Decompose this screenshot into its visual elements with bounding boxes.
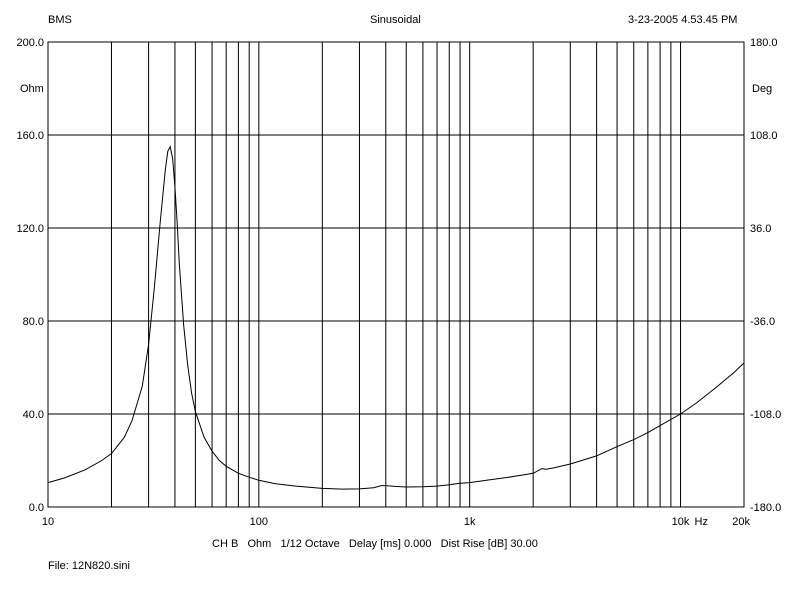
y-right-ticks: -180.0 -108.0 -36.0 36.0 108.0 180.0 xyxy=(750,37,781,514)
plot-frame xyxy=(47,41,745,508)
y-right-tick-label: -180.0 xyxy=(750,502,781,514)
y-right-unit: Deg xyxy=(752,83,772,95)
file-name: File: 12N820.sini xyxy=(48,560,130,572)
header-left: BMS xyxy=(48,14,72,26)
measurement-settings: CH B Ohm 1/12 Octave Delay [ms] 0.000 Di… xyxy=(212,538,538,550)
impedance-curve xyxy=(47,145,745,490)
y-left-tick-label: 200.0 xyxy=(16,37,44,49)
y-right-tick-label: 108.0 xyxy=(750,130,778,142)
vertical-grid xyxy=(110,42,682,507)
horizontal-grid xyxy=(48,134,744,415)
y-left-unit: Ohm xyxy=(20,83,44,95)
x-tick-label: 100 xyxy=(250,516,268,528)
y-left-tick-label: 40.0 xyxy=(23,409,44,421)
y-left-tick-label: 80.0 xyxy=(23,316,44,328)
x-ticks: 10 100 1k 10k 20k xyxy=(42,516,751,528)
y-right-tick-label: 180.0 xyxy=(750,37,778,49)
y-right-tick-label: -36.0 xyxy=(750,316,775,328)
y-left-tick-label: 160.0 xyxy=(16,130,44,142)
header-right: 3-23-2005 4.53.45 PM xyxy=(628,14,738,26)
header-center: Sinusoidal xyxy=(370,14,421,26)
x-tick-label: 10k xyxy=(672,516,690,528)
y-left-ticks: 0.0 40.0 80.0 120.0 160.0 200.0 xyxy=(16,37,44,514)
y-right-tick-label: -108.0 xyxy=(750,409,781,421)
y-right-tick-label: 36.0 xyxy=(750,223,771,235)
x-tick-label: 20k xyxy=(732,516,750,528)
y-left-tick-label: 0.0 xyxy=(29,502,44,514)
x-tick-label: 1k xyxy=(464,516,476,528)
x-tick-label: 10 xyxy=(42,516,54,528)
y-left-tick-label: 120.0 xyxy=(16,223,44,235)
x-unit: Hz xyxy=(695,516,708,528)
